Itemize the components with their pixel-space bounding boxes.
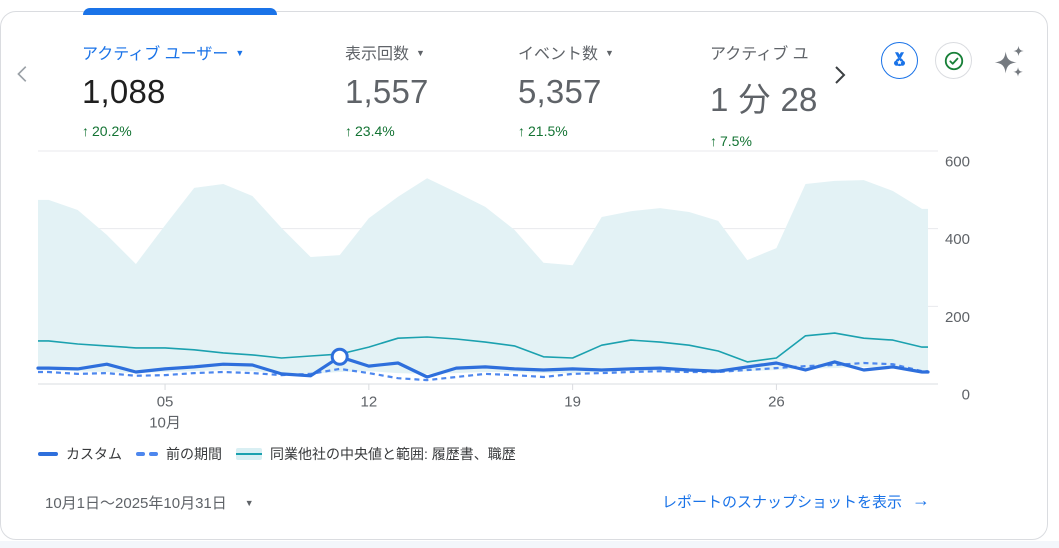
x-axis-month-label: 10月 xyxy=(149,415,181,432)
view-report-snapshot-link[interactable]: レポートのスナップショットを表示 → xyxy=(661,490,930,512)
metric-delta-value: 21.5% xyxy=(528,123,568,139)
timeseries-chart: 0 200 400 600 05 12 19 26 10月 xyxy=(36,150,970,432)
metric-delta-value: 23.4% xyxy=(355,123,395,139)
legend-label: 前の期間 xyxy=(166,446,222,462)
benchmark-range-band xyxy=(38,178,928,374)
metric-label-text: 表示回数 xyxy=(345,46,410,63)
x-axis-tick-label: 12 xyxy=(360,394,377,411)
metric-delta: ↑ 20.2% xyxy=(82,123,244,139)
up-arrow-icon: ↑ xyxy=(710,133,717,149)
chart-legend: カスタム 前の期間 同業他社の中央値と範囲: 履歴書、職歴 xyxy=(38,444,516,464)
metric-delta-value: 20.2% xyxy=(92,123,132,139)
metric-delta: ↑ 21.5% xyxy=(518,123,614,139)
metric-delta: ↑ 23.4% xyxy=(345,123,429,139)
verified-check-icon[interactable] xyxy=(935,42,972,79)
highlighted-data-point xyxy=(330,347,349,366)
metric-value: 1 分 28 xyxy=(710,81,818,118)
y-axis-tick-label: 0 xyxy=(962,387,970,404)
metric-label-text: アクティブ ユーザー xyxy=(82,46,229,63)
metric-label: アクティブ ユーザー ▼ xyxy=(82,40,244,64)
chevron-down-icon[interactable]: ▼ xyxy=(235,47,245,58)
metric-tab-views[interactable]: 表示回数 ▼ 1,557 ↑ 23.4% xyxy=(345,40,429,139)
metric-value: 1,557 xyxy=(345,73,429,110)
band-swatch-icon xyxy=(236,448,262,460)
y-axis-tick-label: 400 xyxy=(945,231,970,248)
legend-item-custom: カスタム xyxy=(38,444,122,464)
metric-value: 1,088 xyxy=(82,73,166,110)
solid-line-swatch-icon xyxy=(38,452,58,456)
y-axis-tick-label: 600 xyxy=(945,154,970,171)
legend-label: 同業他社の中央値と範囲: 履歴書、職歴 xyxy=(270,446,516,462)
metric-label-text: アクティブ ユ xyxy=(710,46,809,63)
chevron-right-icon[interactable] xyxy=(826,62,852,88)
metric-tab-events[interactable]: イベント数 ▼ 5,357 ↑ 21.5% xyxy=(518,40,614,139)
metric-tab-engagement-time[interactable]: アクティブ ユ 1 分 28 ↑ 7.5% xyxy=(710,40,818,149)
chevron-down-icon[interactable]: ▼ xyxy=(605,47,614,58)
dashed-line-swatch-icon xyxy=(136,452,158,456)
metric-label: アクティブ ユ xyxy=(710,40,818,64)
chevron-left-icon[interactable] xyxy=(10,61,36,87)
x-axis-tick-label: 26 xyxy=(768,394,785,411)
metric-label: 表示回数 ▼ xyxy=(345,40,429,64)
right-arrow-icon: → xyxy=(912,490,930,510)
metric-label: イベント数 ▼ xyxy=(518,40,614,64)
benchmark-medal-icon[interactable] xyxy=(881,42,918,79)
metric-label-text: イベント数 xyxy=(518,46,599,63)
link-label: レポートのスナップショットを表示 xyxy=(661,494,902,511)
active-tab-indicator xyxy=(83,8,277,15)
chevron-down-icon[interactable]: ▼ xyxy=(244,497,254,508)
up-arrow-icon: ↑ xyxy=(82,123,89,139)
metric-tab-active-users[interactable]: アクティブ ユーザー ▼ 1,088 ↑ 20.2% xyxy=(82,40,244,139)
custom-series-line xyxy=(36,355,930,379)
x-axis-tick-label: 19 xyxy=(564,394,581,411)
metric-value: 5,357 xyxy=(518,73,602,110)
legend-label: カスタム xyxy=(66,446,122,462)
up-arrow-icon: ↑ xyxy=(518,123,525,139)
x-axis-tick-label: 05 xyxy=(157,394,174,411)
legend-item-previous-period: 前の期間 xyxy=(136,444,222,464)
y-axis-tick-label: 200 xyxy=(945,309,970,326)
metric-delta: ↑ 7.5% xyxy=(710,133,818,149)
page-background-strip xyxy=(0,541,1059,548)
date-range-text: 10月1日〜2025年10月31日 xyxy=(45,495,227,512)
metric-delta-value: 7.5% xyxy=(720,133,752,149)
chevron-down-icon[interactable]: ▼ xyxy=(416,47,425,58)
date-range-selector[interactable]: 10月1日〜2025年10月31日 ▼ xyxy=(45,492,254,513)
sparkle-icon[interactable] xyxy=(990,42,1028,80)
up-arrow-icon: ↑ xyxy=(345,123,352,139)
legend-item-benchmark: 同業他社の中央値と範囲: 履歴書、職歴 xyxy=(236,444,516,464)
benchmark-median-line xyxy=(38,332,928,363)
